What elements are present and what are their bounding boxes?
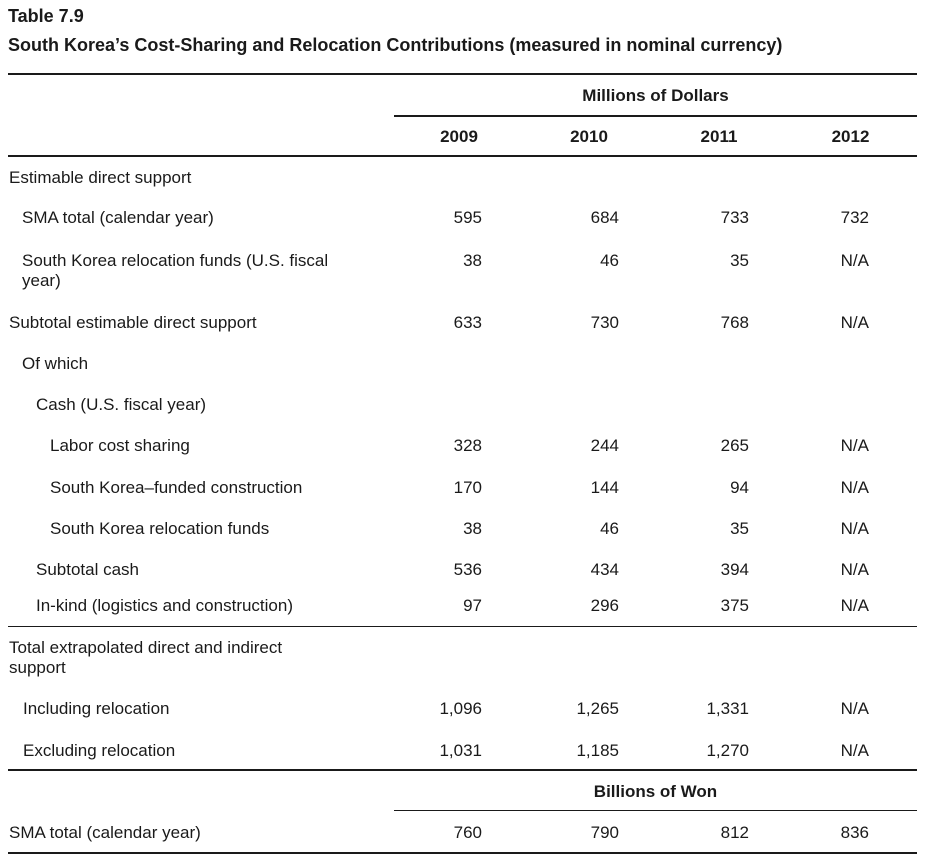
year-header-2010: 2010 bbox=[570, 127, 608, 146]
table-cell: 35 bbox=[730, 251, 749, 270]
units-dollars-header: Millions of Dollars bbox=[582, 86, 729, 105]
row-label-including-relocation: Including relocation bbox=[23, 699, 170, 718]
table-cell: 244 bbox=[590, 436, 619, 455]
units-dollars-rule bbox=[394, 115, 917, 117]
top-rule bbox=[8, 73, 917, 75]
table-cell: 684 bbox=[590, 208, 619, 227]
table-cell: N/A bbox=[840, 560, 869, 579]
table-cell: N/A bbox=[840, 436, 869, 455]
table-cell: N/A bbox=[840, 478, 869, 497]
units-won-header: Billions of Won bbox=[593, 782, 718, 801]
bottom-rule bbox=[8, 852, 917, 854]
table-cell: 1,270 bbox=[706, 741, 749, 760]
row-label-in-kind: In-kind (logistics and construction) bbox=[36, 596, 294, 615]
table-cell: 296 bbox=[590, 596, 619, 615]
section-divider bbox=[8, 626, 917, 627]
table-cell: N/A bbox=[840, 519, 869, 538]
table-cell: 1,096 bbox=[439, 699, 482, 718]
row-label-labor-cost-sharing: Labor cost sharing bbox=[50, 436, 190, 455]
row-label-relocation-funds: South Korea relocation funds (U.S. fisca… bbox=[22, 251, 329, 270]
won-section-rule bbox=[8, 769, 917, 771]
table-cell: 1,265 bbox=[576, 699, 619, 718]
table-cell: 1,031 bbox=[439, 741, 482, 760]
row-label-funded-construction: South Korea–funded construction bbox=[50, 478, 303, 497]
table-cell: N/A bbox=[840, 313, 869, 332]
table-cell: 1,185 bbox=[576, 741, 619, 760]
table-cell: 836 bbox=[840, 823, 869, 842]
row-label-cash-relocation-funds: South Korea relocation funds bbox=[50, 519, 270, 538]
year-header-2011: 2011 bbox=[700, 127, 738, 146]
row-label-sma-total: SMA total (calendar year) bbox=[22, 208, 214, 227]
table-cell: 790 bbox=[590, 823, 619, 842]
table-cell: N/A bbox=[840, 699, 869, 718]
table-cell: 732 bbox=[840, 208, 869, 227]
table-cell: 328 bbox=[453, 436, 482, 455]
table-cell: 812 bbox=[720, 823, 749, 842]
table-cell: 733 bbox=[720, 208, 749, 227]
table-cell: 38 bbox=[463, 251, 482, 270]
row-label-subtotal-estimable: Subtotal estimable direct support bbox=[9, 313, 257, 332]
table-cell: 38 bbox=[463, 519, 482, 538]
table-cell: 97 bbox=[463, 596, 482, 615]
table-cell: 768 bbox=[720, 313, 749, 332]
table-cell: 144 bbox=[590, 478, 619, 497]
header-bottom-rule bbox=[8, 155, 917, 157]
table-number: Table 7.9 bbox=[8, 6, 84, 26]
row-label-total-extrapolated: Total extrapolated direct and indirect bbox=[9, 638, 283, 657]
row-label-relocation-funds-line2: year) bbox=[22, 271, 61, 290]
table-cell: 46 bbox=[600, 519, 619, 538]
table-cell: 35 bbox=[730, 519, 749, 538]
table-cell: 633 bbox=[453, 313, 482, 332]
row-label-estimable-direct-support: Estimable direct support bbox=[9, 168, 192, 187]
table-title: South Korea’s Cost-Sharing and Relocatio… bbox=[8, 35, 783, 55]
row-label-total-extrapolated-line2: support bbox=[9, 658, 66, 677]
year-header-2012: 2012 bbox=[831, 127, 870, 146]
year-header-2009: 2009 bbox=[440, 127, 478, 146]
table-cell: 170 bbox=[453, 478, 482, 497]
table-cell: 1,331 bbox=[706, 699, 749, 718]
table-cell: 536 bbox=[453, 560, 482, 579]
table-cell: 434 bbox=[590, 560, 619, 579]
units-won-rule bbox=[394, 810, 917, 811]
table-cell: N/A bbox=[840, 596, 869, 615]
table-cell: 730 bbox=[590, 313, 619, 332]
table-cell: 394 bbox=[720, 560, 749, 579]
table-cell: 375 bbox=[720, 596, 749, 615]
table-cell: 265 bbox=[720, 436, 749, 455]
table-cell: 760 bbox=[453, 823, 482, 842]
row-label-cash: Cash (U.S. fiscal year) bbox=[36, 395, 207, 414]
row-label-of-which: Of which bbox=[22, 354, 89, 373]
table-cell: 94 bbox=[730, 478, 749, 497]
table-cell: N/A bbox=[840, 251, 869, 270]
table-cell: N/A bbox=[840, 741, 869, 760]
row-label-excluding-relocation: Excluding relocation bbox=[23, 741, 176, 760]
row-label-sma-total-won: SMA total (calendar year) bbox=[9, 823, 201, 842]
table-cell: 595 bbox=[453, 208, 482, 227]
table-cell: 46 bbox=[600, 251, 619, 270]
row-label-subtotal-cash: Subtotal cash bbox=[36, 560, 140, 579]
